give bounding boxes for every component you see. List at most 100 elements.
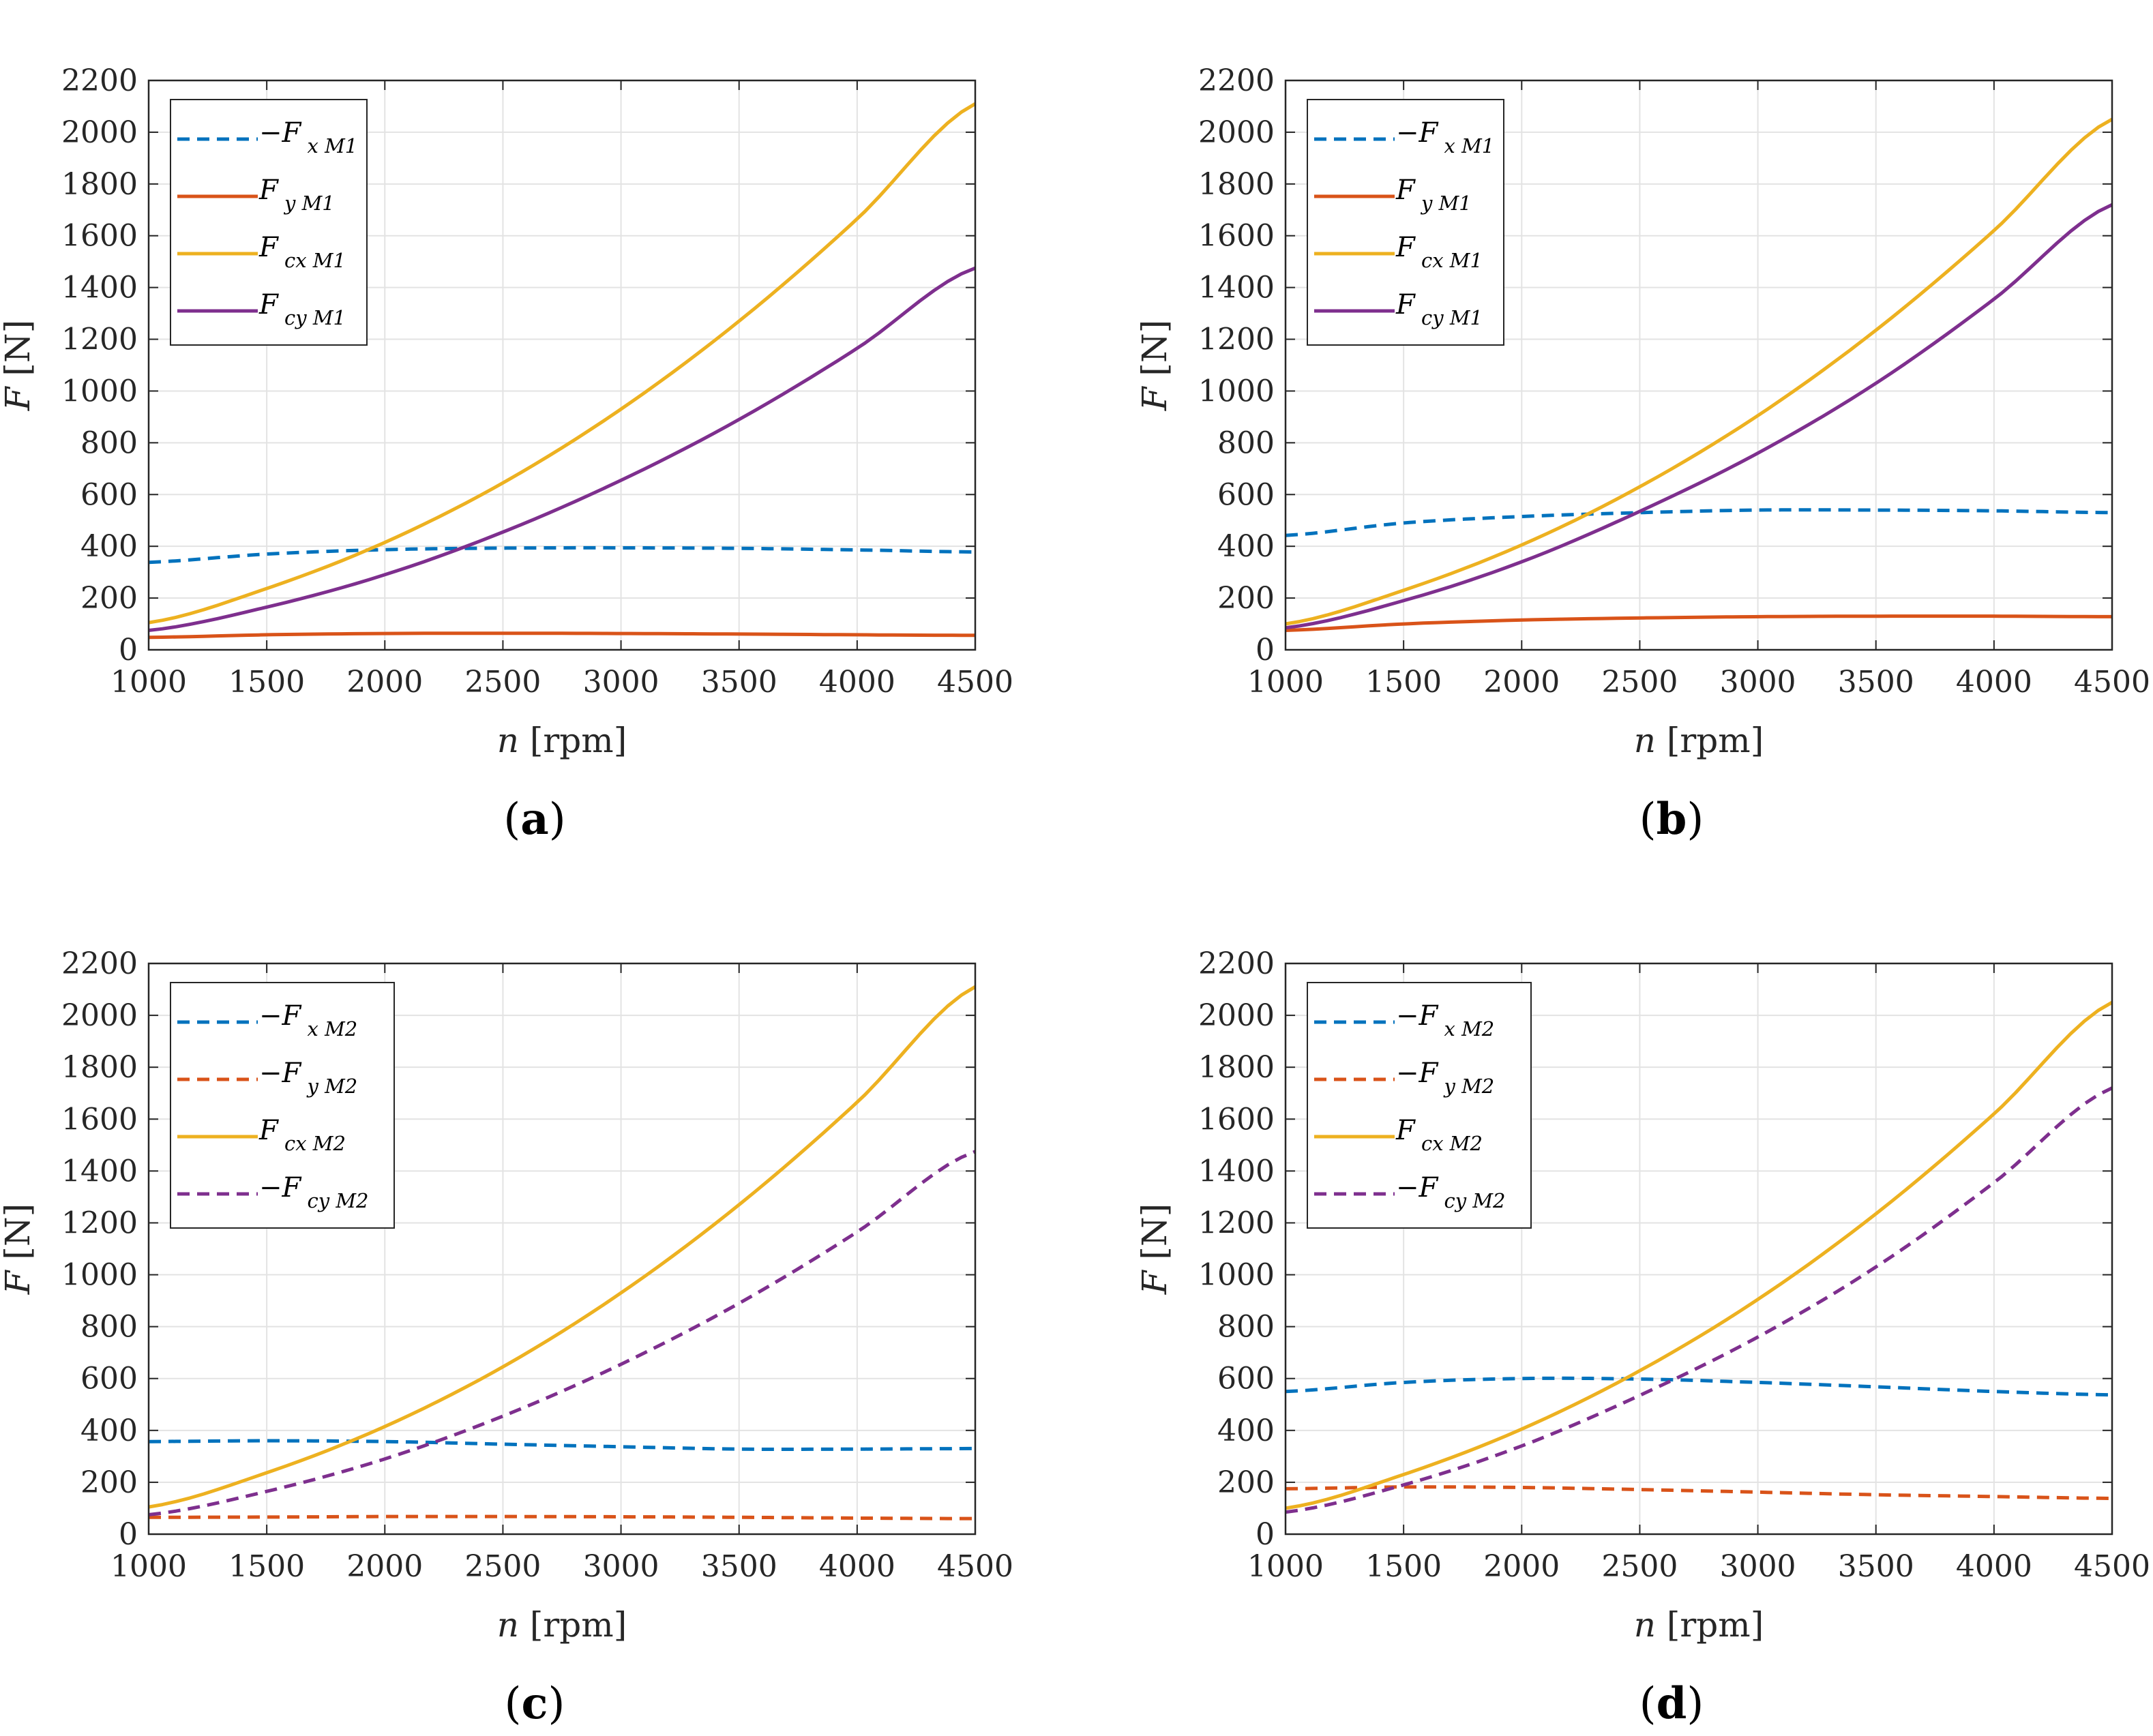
legend-entry: −F cy M2 xyxy=(1396,1172,1506,1212)
y-tick-label: 2200 xyxy=(61,63,138,98)
subfigure-label: (a) xyxy=(503,794,565,845)
legend: −F x M1 F y M1 F cx M1 F cy M1 xyxy=(1307,99,1504,346)
x-tick-label: 1500 xyxy=(228,1549,305,1584)
y-tick-label: 1600 xyxy=(1198,1102,1275,1137)
legend-entry: F cx M1 xyxy=(258,232,346,272)
x-tick-label: 1000 xyxy=(110,665,187,700)
y-tick-label: 1400 xyxy=(61,271,138,305)
y-tick-label: 1800 xyxy=(61,167,138,202)
x-tick-label: 4000 xyxy=(819,665,895,700)
y-tick-label: 800 xyxy=(80,425,138,460)
x-tick-label: 4500 xyxy=(2074,1549,2150,1584)
legend: −F x M2 −F y M2 F cx M2 −F cy M2 xyxy=(170,982,395,1229)
x-tick-label: 4500 xyxy=(937,665,1013,700)
y-tick-label: 1600 xyxy=(1198,219,1275,254)
series-line-0 xyxy=(148,545,976,565)
x-tick-label: 2500 xyxy=(1601,665,1678,700)
y-tick-label: 1000 xyxy=(1198,374,1275,408)
y-tick-label: 2000 xyxy=(61,115,138,150)
x-tick-label: 2000 xyxy=(346,1549,423,1584)
y-tick-label: 2000 xyxy=(1198,998,1275,1033)
y-tick-label: 1600 xyxy=(61,219,138,254)
series-line-2 xyxy=(148,985,977,1509)
subfigure-label: (b) xyxy=(1639,794,1704,845)
x-tick-label: 1500 xyxy=(228,665,305,700)
y-tick-label: 1000 xyxy=(1198,1258,1275,1293)
legend-entry: −F x M1 xyxy=(1396,117,1494,158)
series-line-2 xyxy=(1285,1000,2113,1510)
y-tick-label: 600 xyxy=(80,477,138,512)
y-tick-label: 1800 xyxy=(1198,167,1275,202)
y-tick-label: 400 xyxy=(1217,1413,1275,1448)
x-tick-label: 3500 xyxy=(1838,665,1914,700)
x-axis-label: n [rpm] xyxy=(497,1605,627,1645)
series-line-1 xyxy=(148,1514,976,1521)
series-line-1 xyxy=(1285,614,2112,632)
y-tick-label: 200 xyxy=(80,1465,138,1500)
y-tick-label: 600 xyxy=(1217,477,1275,512)
y-axis-label: F [N] xyxy=(1135,320,1174,411)
series-line-3 xyxy=(1285,1086,2113,1514)
y-tick-label: 200 xyxy=(1217,1465,1275,1500)
series-line-0 xyxy=(1285,508,2113,537)
panel-d: 1000 1500 2000 2500 3000 3500 4000 4500 0 200 400 6… xyxy=(1135,946,2150,1729)
axes-box xyxy=(147,79,977,651)
x-tick-label: 4000 xyxy=(819,1549,895,1584)
x-tick-label: 1000 xyxy=(1247,665,1324,700)
y-tick-label: 0 xyxy=(1256,633,1275,668)
x-tick-label: 3500 xyxy=(701,1549,777,1584)
y-tick-label: 2000 xyxy=(1198,115,1275,150)
panel-b: 1000 1500 2000 2500 3000 3500 4000 4500 0 200 400 6… xyxy=(1135,63,2150,845)
axes-box xyxy=(1284,79,2113,651)
y-tick-label: 0 xyxy=(119,1517,138,1552)
x-tick-label: 4000 xyxy=(1956,1549,2032,1584)
x-axis-label: n [rpm] xyxy=(1634,721,1764,760)
x-tick-label: 1500 xyxy=(1365,1549,1442,1584)
y-tick-label: 1200 xyxy=(61,1206,138,1240)
panel-a: 1000 1500 2000 2500 3000 3500 4000 4500 0 200 400 6… xyxy=(0,63,1013,845)
legend-entry: F cx M1 xyxy=(1395,232,1483,272)
legend-entry: F cy M1 xyxy=(258,289,346,329)
legend-entry: F y M1 xyxy=(258,175,335,215)
y-tick-label: 1400 xyxy=(1198,1154,1275,1188)
legend-entry: F cx M2 xyxy=(1395,1115,1483,1155)
y-tick-label: 0 xyxy=(119,633,138,668)
x-tick-label: 3500 xyxy=(1838,1549,1914,1584)
x-tick-label: 2500 xyxy=(464,1549,541,1584)
y-tick-label: 1000 xyxy=(61,1258,138,1293)
y-axis-label: F [N] xyxy=(0,320,38,411)
y-axis-label: F [N] xyxy=(0,1203,38,1295)
legend-entry: −F x M2 xyxy=(1396,1000,1494,1041)
y-tick-label: 1800 xyxy=(1198,1050,1275,1085)
x-tick-label: 2000 xyxy=(346,665,423,700)
x-axis-label: n [rpm] xyxy=(1634,1605,1764,1645)
y-tick-label: 600 xyxy=(80,1362,138,1396)
legend-entry: F cy M1 xyxy=(1395,289,1483,329)
x-tick-label: 2500 xyxy=(1601,1549,1678,1584)
y-tick-label: 1200 xyxy=(61,323,138,357)
series-line-0 xyxy=(1285,1376,2113,1397)
x-tick-label: 2500 xyxy=(464,665,541,700)
series-line-3 xyxy=(1285,203,2113,630)
legend-entry: −F y M2 xyxy=(259,1058,357,1098)
x-tick-label: 1000 xyxy=(1247,1549,1324,1584)
subfigure-label: (c) xyxy=(505,1678,565,1729)
x-tick-label: 1000 xyxy=(110,1549,187,1584)
y-tick-label: 800 xyxy=(1217,1310,1275,1345)
x-tick-label: 4500 xyxy=(2074,665,2150,700)
series-line-2 xyxy=(1285,117,2113,626)
y-tick-label: 2200 xyxy=(1198,63,1275,98)
axes-box xyxy=(147,962,977,1536)
series-line-0 xyxy=(148,1439,976,1451)
x-tick-label: 3000 xyxy=(1720,1549,1796,1584)
panel-c: 1000 1500 2000 2500 3000 3500 4000 4500 0 200 400 6… xyxy=(0,946,1013,1729)
legend: −F x M1 F y M1 F cx M1 F cy M1 xyxy=(170,99,368,346)
y-tick-label: 400 xyxy=(80,529,138,564)
x-tick-label: 2000 xyxy=(1483,1549,1560,1584)
y-axis-label: F [N] xyxy=(1135,1203,1174,1295)
y-tick-label: 2000 xyxy=(61,998,138,1033)
series-line-2 xyxy=(148,102,977,625)
y-tick-label: 1200 xyxy=(1198,323,1275,357)
series-line-1 xyxy=(1285,1485,2113,1500)
y-tick-label: 2200 xyxy=(1198,946,1275,981)
